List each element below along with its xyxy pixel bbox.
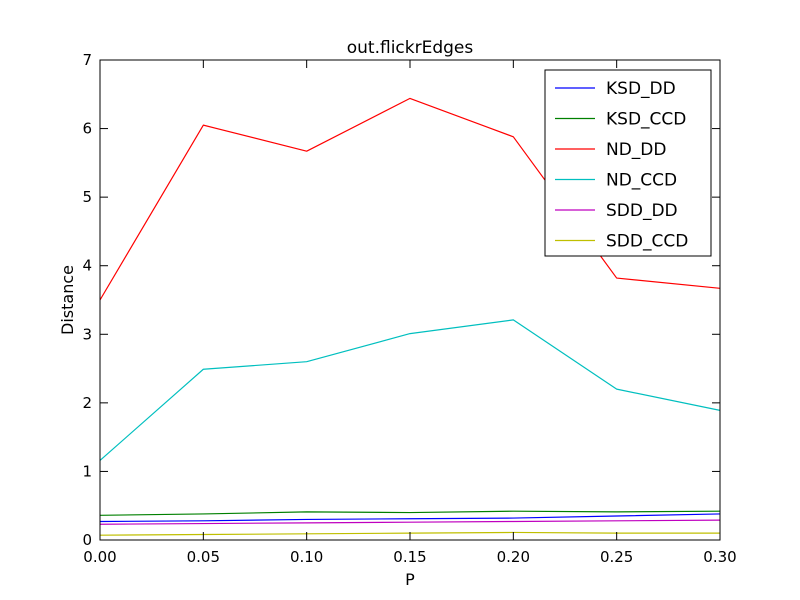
legend-label: KSD_CCD	[606, 110, 686, 130]
y-axis-ticks: 0 1 2 3 4 5 6 7	[82, 51, 720, 549]
x-tick-label: 0.10	[290, 548, 323, 566]
series-line-ksd-dd	[99, 513, 721, 523]
legend-label: SDD_DD	[606, 201, 678, 221]
y-tick-label: 7	[82, 51, 92, 69]
x-axis-ticks: 0.00 0.05 0.10 0.15 0.20 0.25 0.30	[83, 60, 737, 566]
y-tick-label: 6	[82, 120, 92, 138]
x-tick-label: 0.05	[187, 548, 220, 566]
legend: KSD_DD KSD_CCD ND_DD ND_CCD SDD_DD SDD_CCD	[544, 69, 712, 257]
series-line-nd-ccd	[99, 319, 721, 461]
x-tick-label: 0.30	[703, 548, 736, 566]
y-tick-label: 3	[82, 325, 92, 343]
y-tick-label: 2	[82, 394, 92, 412]
y-tick-label: 0	[82, 531, 92, 549]
legend-label: ND_CCD	[606, 171, 677, 191]
y-tick-label: 1	[82, 462, 92, 480]
x-tick-label: 0.20	[497, 548, 530, 566]
y-tick-label: 5	[82, 188, 92, 206]
series-line-sdd-dd	[99, 519, 721, 525]
legend-label: ND_DD	[606, 140, 667, 160]
series-line-nd-dd	[99, 97, 721, 301]
x-axis-label: P	[405, 570, 415, 589]
legend-label: KSD_DD	[606, 79, 676, 99]
y-tick-label: 4	[82, 257, 92, 275]
legend-box	[544, 69, 712, 257]
x-tick-label: 0.15	[393, 548, 426, 566]
series-line-ksd-ccd	[99, 510, 721, 516]
x-tick-label: 0.00	[83, 548, 116, 566]
y-axis-label: Distance	[58, 265, 77, 335]
legend-label: SDD_CCD	[606, 232, 688, 252]
x-tick-label: 0.25	[600, 548, 633, 566]
chart-title: out.flickrEdges	[347, 38, 474, 58]
